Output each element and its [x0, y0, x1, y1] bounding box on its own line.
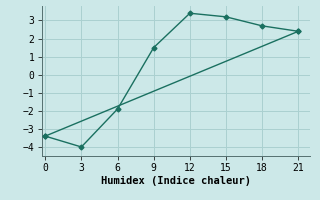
X-axis label: Humidex (Indice chaleur): Humidex (Indice chaleur) [101, 176, 251, 186]
